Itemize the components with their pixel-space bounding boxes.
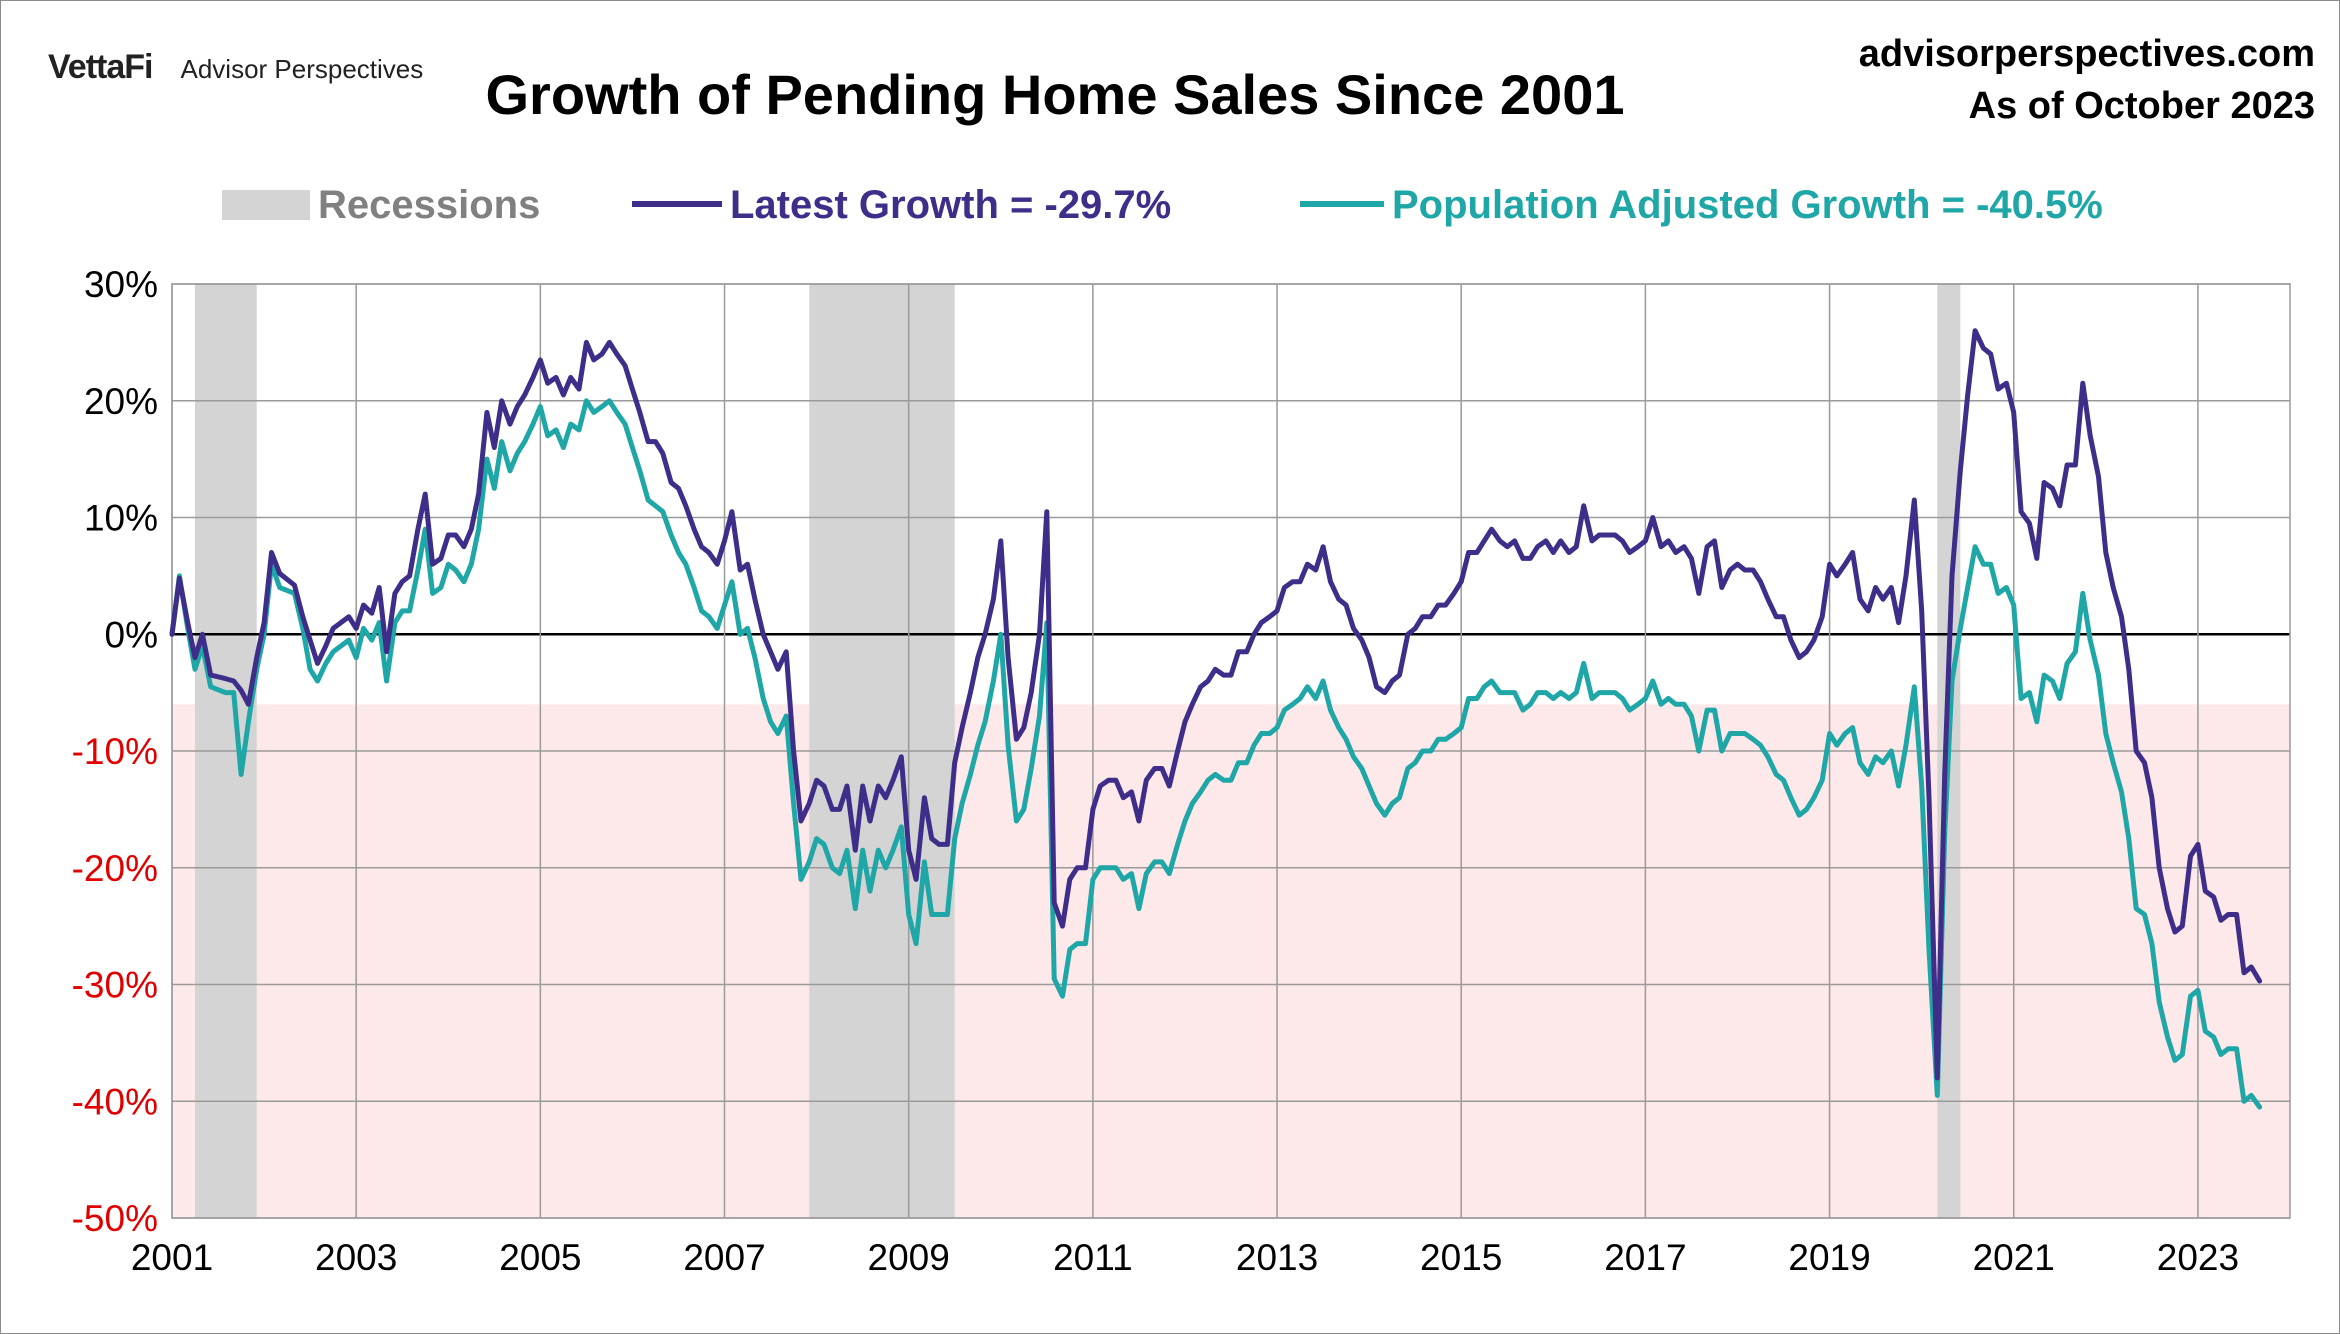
plot-area: 30% 20% 10% 0% -10% -20% -30% -40% -50%2001 2003 2… (72, 264, 2291, 1278)
legend-recession-label: Recessions (318, 183, 540, 227)
chart-title-wrap: Growth of Pending Home Sales Since 2001 (0, 62, 2340, 127)
legend-population-label: Population Adjusted Growth = -40.5% (1392, 183, 2103, 227)
x-tick-label: 2009 (868, 1237, 950, 1278)
legend-recession-swatch (222, 190, 310, 220)
x-tick-label: 2011 (1053, 1237, 1133, 1278)
chart-title: Growth of Pending Home Sales Since 2001 (485, 63, 1625, 126)
negative-band (172, 704, 2290, 1218)
brand-name: Advisor Perspectives (180, 54, 424, 84)
x-tick-label: 2007 (683, 1237, 765, 1278)
y-tick-label: 0% (105, 614, 158, 655)
y-tick-label: 10% (84, 498, 158, 539)
legend-latest-label: Latest Growth = -29.7% (730, 183, 1171, 227)
x-tick-label: 2013 (1236, 1237, 1318, 1278)
y-tick-label: -20% (72, 848, 158, 889)
x-tick-label: 2023 (2157, 1237, 2239, 1278)
series-line-population (169, 398, 2263, 1110)
y-tick-label: 20% (84, 381, 158, 422)
source-site: advisorperspectives.com (1858, 33, 2315, 75)
source-block: advisorperspectives.com As of October 20… (1859, 28, 2315, 132)
y-tick-label: -50% (72, 1198, 158, 1239)
x-tick-label: 2021 (1973, 1237, 2055, 1278)
x-tick-label: 2017 (1604, 1237, 1686, 1278)
x-tick-label: 2015 (1420, 1237, 1502, 1278)
brand: VettaFi Advisor Perspectives (48, 48, 423, 87)
y-tick-label: -40% (72, 1081, 158, 1122)
legend: Recessions Latest Growth = -29.7% Popula… (222, 183, 2103, 227)
x-tick-label: 2005 (499, 1237, 581, 1278)
y-tick-label: 30% (84, 264, 158, 305)
x-tick-label: 2003 (315, 1237, 397, 1278)
x-tick-label: 2019 (1788, 1237, 1870, 1278)
y-tick-label: -30% (72, 965, 158, 1006)
as-of-date: As of October 2023 (1968, 85, 2315, 127)
plot-border (171, 283, 2291, 1219)
brand-logo: VettaFi (48, 48, 153, 86)
y-tick-label: -10% (72, 731, 158, 772)
x-tick-label: 2001 (131, 1237, 213, 1278)
series-line-latest (169, 328, 2263, 1081)
